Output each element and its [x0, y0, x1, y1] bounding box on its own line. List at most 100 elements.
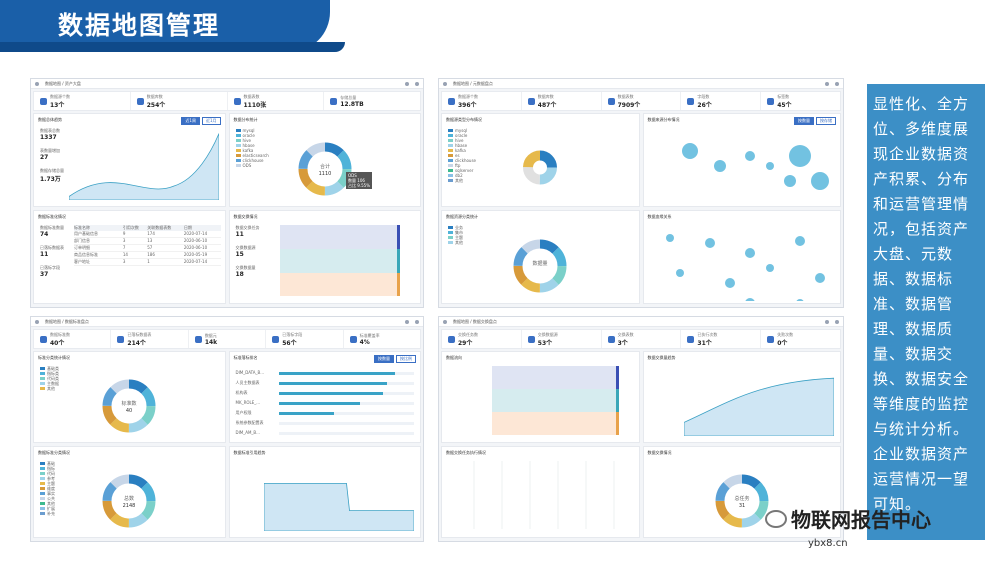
stat-value: 27: [40, 154, 49, 161]
donut-segment: [298, 142, 352, 196]
area-chart: [264, 483, 414, 531]
table-cell: 3: [122, 259, 126, 264]
chart-card: 数据流向: [441, 351, 640, 443]
legend-swatch: [40, 497, 45, 500]
donut-segment: [715, 474, 769, 528]
donut-segment: [298, 142, 352, 196]
bubble-chart: [665, 234, 825, 301]
kpi-text: 数据源个数 13个: [50, 94, 70, 109]
menu-icon[interactable]: [443, 81, 447, 86]
flow-band: [279, 272, 400, 297]
kpi-label: 交换表数: [617, 331, 634, 337]
card-title: 标准分类统计情况: [38, 355, 70, 360]
bar-label: DIM_DATA_B...: [235, 370, 265, 375]
table-row[interactable]: 用户基础信息 9 174 2020-07-14: [74, 231, 221, 238]
user-avatar-icon[interactable]: [835, 319, 839, 324]
tooltip-line: ODS: [348, 173, 357, 178]
kpi-value: 56个: [282, 339, 297, 347]
legend-swatch: [235, 134, 241, 137]
legend-swatch: [448, 164, 453, 167]
table-cell: 2020-05-19: [183, 252, 208, 257]
donut-segment: [102, 474, 156, 528]
chart-card: 数据源类型分布情况 mysql oracle hive hbase kafka es clic…: [441, 113, 640, 207]
stat-label: 已落标数据表: [40, 245, 64, 250]
bell-icon[interactable]: [405, 81, 409, 86]
kpi-value: 1110张: [243, 101, 267, 109]
kpi-text: 失败次数 0个: [777, 332, 793, 347]
kpi-value: 40个: [50, 339, 65, 347]
bar-fill: [278, 391, 383, 395]
bubble: [744, 298, 755, 301]
tab-button[interactable]: 近1月: [201, 117, 221, 125]
user-avatar-icon[interactable]: [415, 81, 419, 86]
bar-label: 人员主数据表: [235, 380, 260, 385]
bell-icon[interactable]: [405, 319, 409, 324]
bell-icon[interactable]: [825, 81, 829, 86]
kpi-card: 标准覆盖率 4%: [344, 330, 420, 348]
table-row[interactable]: 部门信息 3 13 2020-06-10: [74, 238, 221, 245]
breadcrumb: 数据地图 / 元数据盘点: [453, 80, 493, 86]
area-series: [68, 133, 219, 200]
table-cell: 13: [147, 238, 153, 243]
donut-segment: [513, 239, 567, 293]
donut-segment: [523, 150, 558, 185]
bell-icon[interactable]: [825, 319, 829, 324]
tab-button[interactable]: 近1周: [181, 117, 200, 125]
topbar: 数据地图 / 数据交换盘点: [439, 317, 843, 327]
bar-row: 系统参数配置表: [236, 418, 414, 428]
kpi-icon: [117, 335, 125, 343]
chart-card: 数据标准分类情况 基础 指标 代码 参考 主题 维度 事实 公共 其他 扩展 补充 总数 2148: [33, 446, 226, 538]
legend-item: hive: [235, 138, 269, 143]
menu-icon[interactable]: [35, 81, 39, 86]
donut-segment: [102, 379, 156, 433]
card-grid: 数据流向 数据交换量趋势 数据交换任务执行情况 数据交换情况 总任务 31: [439, 351, 843, 540]
kpi-label: 数据库数: [146, 93, 163, 99]
legend-item: 公共: [40, 496, 55, 501]
card-title: 数据交换量趋势: [647, 355, 676, 360]
chart-card: 数据分布统计 mysql oracle hive hbase kafka elasticse…: [228, 113, 421, 207]
chart-card: 数据标准化情况 数据标准数量 74 已落标数据表 11 已落标字段 37 标准名称 引用次数 关联…: [33, 210, 226, 304]
legend-label: 主题: [47, 480, 55, 486]
legend-swatch: [235, 154, 241, 157]
donut-segment: [715, 474, 769, 528]
tab-button[interactable]: 按比例: [396, 355, 416, 363]
legend-item: 补充: [40, 511, 55, 516]
kpi-label: 已执行次数: [697, 331, 718, 337]
kpi-label: 数据表数: [617, 93, 634, 99]
legend-item: kafka: [235, 148, 269, 153]
legend-label: 代码类: [47, 375, 59, 381]
donut-center-value: 2148: [123, 503, 136, 509]
tab-button[interactable]: 按数量: [374, 355, 394, 363]
kpi-value: 26个: [697, 101, 712, 109]
kpi-text: 标准覆盖率 4%: [360, 333, 380, 346]
bar-label: MK_ROLE_...: [235, 400, 261, 405]
kpi-card: 数据库数 487个: [522, 92, 602, 110]
table-row[interactable]: 商品信息标准 14 186 2020-05-19: [74, 252, 221, 259]
kpi-card: 存储总量 12.8TB: [324, 92, 420, 110]
tab-button[interactable]: 按数量: [794, 117, 814, 125]
kpi-text: 数据表数 1110张: [244, 94, 267, 109]
legend-item: 指标: [40, 466, 55, 471]
table-row[interactable]: 订单明细 7 57 2020-06-10: [74, 245, 221, 252]
user-avatar-icon[interactable]: [835, 81, 839, 86]
table-row[interactable]: 客户地址 3 1 2020-07-14: [74, 259, 221, 266]
kpi-label: 失败次数: [777, 331, 794, 337]
card-title: 数据交换情况: [233, 214, 258, 219]
stat-value: 15: [235, 251, 244, 258]
donut-segment: [513, 239, 567, 293]
kpi-card: 数据表数 1110张: [228, 92, 325, 110]
kpi-icon: [330, 97, 338, 105]
menu-icon[interactable]: [443, 319, 447, 324]
legend-swatch: [40, 382, 45, 385]
tab-button[interactable]: 按存储: [816, 117, 836, 125]
menu-icon[interactable]: [35, 319, 39, 324]
stat-value: 1337: [40, 134, 57, 141]
area-series: [684, 377, 834, 436]
chart-legend: 基础 指标 代码 参考 主题 维度 事实 公共 其他 扩展 补充: [40, 461, 55, 516]
kpi-value: 0个: [777, 339, 788, 347]
screenshot-asset-dashboard: 数据地图 / 资产大盘 数据源个数 13个 数据库数 254个 数据表数 1110张 存储总量…: [30, 78, 424, 308]
user-avatar-icon[interactable]: [415, 319, 419, 324]
legend-swatch: [40, 367, 45, 370]
kpi-text: 数据元 14k: [205, 333, 217, 346]
table-cell: 2020-06-10: [183, 238, 208, 243]
